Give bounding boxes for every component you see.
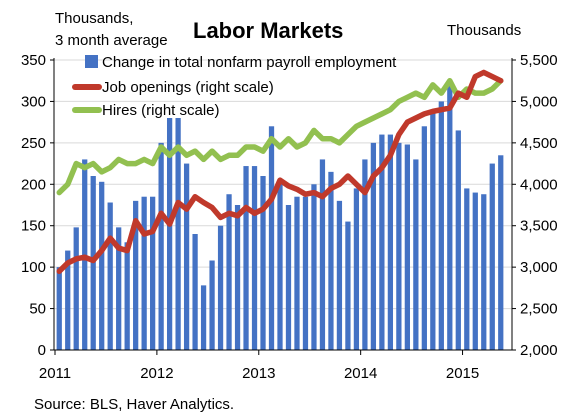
payroll-bar [65, 250, 71, 350]
payroll-bar [362, 159, 368, 350]
payroll-bar [311, 184, 317, 350]
payroll-bar [430, 109, 436, 351]
payroll-bar [404, 144, 410, 350]
legend-swatch-payroll [85, 55, 98, 68]
hires-line [56, 77, 504, 196]
right-tick-label: 2,500 [520, 301, 558, 318]
right-tick-label: 4,000 [520, 176, 558, 193]
chart-title: Labor Markets [193, 18, 343, 43]
payroll-bar [302, 196, 309, 350]
payroll-bar [268, 126, 275, 350]
right-axis-label: Thousands [447, 22, 521, 39]
x-tick-label: 2012 [140, 365, 173, 382]
payroll-bar [133, 200, 139, 350]
payroll-bar [489, 163, 495, 350]
right-tick-label: 5,500 [520, 52, 558, 69]
left-axis-label-line1: Thousands, [55, 10, 133, 27]
x-tick-label: 2011 [39, 365, 71, 382]
right-tick-label: 4,500 [520, 135, 558, 152]
payroll-bar [421, 126, 427, 350]
legend-label-openings: Job openings (right scale) [102, 79, 274, 96]
right-tick-label: 2,000 [520, 342, 558, 359]
payroll-bar [277, 180, 283, 350]
payroll-bar [481, 194, 487, 350]
payroll-bar [141, 196, 147, 350]
payroll-bar [438, 101, 444, 351]
payroll-bar [166, 118, 173, 350]
payroll-bar [379, 134, 385, 350]
right-axis-ticks: 2,000 2,500 3,000 3,500 4,000 4,500 5,000 5,500 [512, 52, 558, 359]
payroll-bar [319, 159, 326, 350]
payroll-bar [73, 227, 79, 350]
payroll-bar [472, 192, 478, 350]
x-axis-ticks: 2011 2012 2013 2014 2015 [39, 350, 479, 382]
payroll-bar [498, 155, 504, 350]
right-tick-label: 3,000 [520, 259, 558, 276]
x-tick-label: 2013 [242, 365, 275, 382]
payroll-bar [200, 285, 207, 350]
right-tick-label: 5,000 [520, 93, 558, 110]
payroll-bar [107, 202, 113, 350]
payroll-bar [56, 267, 62, 350]
left-tick-label: 100 [21, 259, 46, 276]
legend: Change in total nonfarm payroll employme… [72, 54, 397, 119]
payroll-bar [447, 84, 453, 351]
left-tick-label: 300 [21, 93, 46, 110]
payroll-bar [260, 176, 266, 350]
axes [53, 58, 513, 351]
payroll-bar [226, 194, 232, 350]
payroll-bar [183, 163, 190, 350]
legend-label-payroll: Change in total nonfarm payroll employme… [102, 54, 397, 71]
x-tick-label: 2014 [344, 365, 377, 382]
payroll-bar [328, 171, 334, 350]
left-tick-label: 150 [21, 218, 46, 235]
payroll-bar [192, 234, 198, 350]
left-axis-ticks: 0 50 100 150 200 250 300 350 [21, 52, 54, 359]
payroll-bar [285, 205, 292, 350]
payroll-bar [370, 142, 377, 350]
left-tick-label: 50 [29, 301, 46, 318]
left-tick-label: 250 [21, 135, 46, 152]
legend-label-hires: Hires (right scale) [102, 102, 220, 119]
payroll-bar [158, 142, 164, 350]
payroll-bar [294, 196, 300, 350]
job-openings-line [56, 69, 504, 275]
payroll-bar [150, 196, 156, 350]
payroll-bar [217, 225, 224, 350]
left-tick-label: 0 [38, 342, 46, 359]
payroll-bar [175, 118, 181, 350]
source-note: Source: BLS, Haver Analytics. [34, 396, 234, 413]
payroll-bar [124, 242, 130, 350]
payroll-bar [209, 260, 215, 350]
payroll-bar [387, 134, 394, 350]
payroll-bar [413, 159, 419, 350]
right-tick-label: 3,500 [520, 218, 558, 235]
payroll-bar [336, 200, 343, 350]
payroll-bar [243, 166, 249, 350]
payroll-bar [455, 130, 461, 350]
left-tick-label: 350 [21, 52, 46, 69]
payroll-bar [396, 142, 402, 350]
payroll-bar [99, 181, 105, 350]
payroll-bar [251, 166, 258, 350]
payroll-bar [116, 227, 122, 350]
payroll-bar [234, 205, 241, 350]
payroll-bar [353, 188, 360, 350]
payroll-bar [345, 221, 351, 350]
series-lines [56, 69, 504, 275]
payroll-bar [464, 188, 470, 350]
left-axis-label-line2: 3 month average [55, 32, 168, 49]
x-tick-label: 2015 [446, 365, 479, 382]
payroll-bars [56, 84, 504, 351]
left-tick-label: 200 [21, 176, 46, 193]
